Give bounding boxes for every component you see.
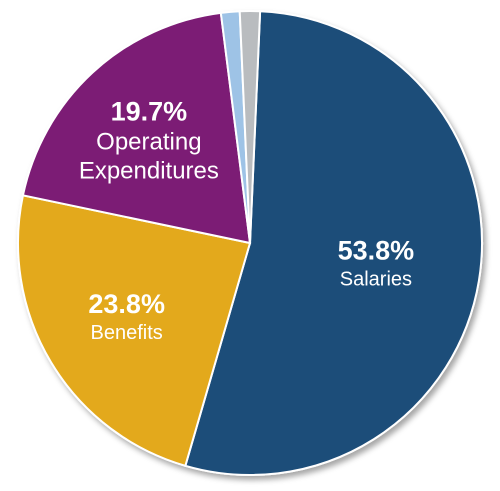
data-label-name-operating-expenditures-line-2: Expenditures [79, 158, 219, 185]
data-label-percent-benefits: 23.8% [88, 289, 165, 319]
data-label-name-benefits: Benefits [91, 322, 163, 344]
data-label-name-salaries: Salaries [340, 269, 412, 291]
pie-labels: 53.8% Salaries 23.8% Benefits 19.7%Operating… [79, 97, 414, 344]
data-label-percent-salaries: 53.8% [338, 236, 415, 266]
data-label-name-operating-expenditures-line-1: Operating [96, 129, 201, 156]
slice-slice-5 [238, 10, 262, 244]
pie-slices [17, 10, 483, 476]
data-label-percent-operating-expenditures: 19.7% [111, 97, 188, 127]
slice-operating-expenditures [21, 11, 252, 245]
slice-benefits [17, 194, 252, 468]
slice-salaries [184, 10, 483, 476]
